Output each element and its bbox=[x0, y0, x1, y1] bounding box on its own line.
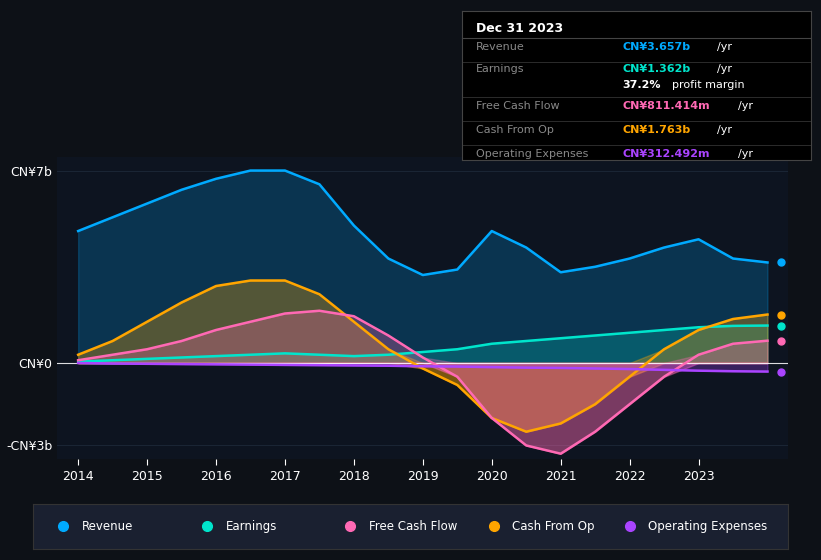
Text: profit margin: profit margin bbox=[672, 81, 744, 90]
Text: CN¥3.657b: CN¥3.657b bbox=[623, 42, 690, 52]
Text: 37.2%: 37.2% bbox=[623, 81, 661, 90]
Text: Dec 31 2023: Dec 31 2023 bbox=[476, 22, 563, 35]
Text: CN¥1.362b: CN¥1.362b bbox=[623, 64, 691, 74]
Text: /yr: /yr bbox=[738, 101, 753, 111]
Text: CN¥1.763b: CN¥1.763b bbox=[623, 125, 691, 135]
Text: /yr: /yr bbox=[717, 125, 732, 135]
Text: Revenue: Revenue bbox=[476, 42, 525, 52]
Text: /yr: /yr bbox=[738, 148, 753, 158]
Text: CN¥811.414m: CN¥811.414m bbox=[623, 101, 710, 111]
Text: /yr: /yr bbox=[717, 42, 732, 52]
Text: Earnings: Earnings bbox=[476, 64, 525, 74]
Text: Cash From Op: Cash From Op bbox=[512, 520, 595, 533]
Text: CN¥312.492m: CN¥312.492m bbox=[623, 148, 710, 158]
Text: Revenue: Revenue bbox=[82, 520, 133, 533]
Text: Free Cash Flow: Free Cash Flow bbox=[476, 101, 560, 111]
Text: Earnings: Earnings bbox=[226, 520, 277, 533]
Text: /yr: /yr bbox=[717, 64, 732, 74]
Text: Free Cash Flow: Free Cash Flow bbox=[369, 520, 457, 533]
Text: Cash From Op: Cash From Op bbox=[476, 125, 554, 135]
Text: Operating Expenses: Operating Expenses bbox=[649, 520, 768, 533]
Text: Operating Expenses: Operating Expenses bbox=[476, 148, 589, 158]
